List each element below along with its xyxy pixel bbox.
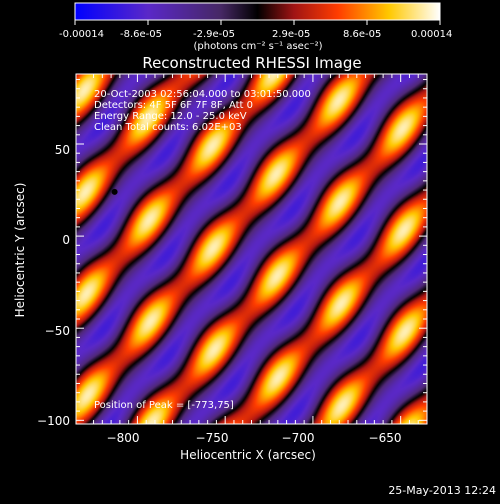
x-tick-label: −750 (196, 431, 229, 445)
colorbar-tick-label: 2.9e-05 (272, 29, 310, 40)
colorbar (74, 2, 441, 21)
y-tick-label: 50 (55, 143, 70, 157)
y-axis-label: Heliocentric Y (arcsec) (13, 183, 27, 318)
colorbar-units: (photons cm⁻² s⁻¹ asec⁻²) (193, 41, 322, 52)
annotation-detectors: Detectors: 4F 5F 6F 7F 8F, Att 0 (94, 100, 253, 111)
y-tick-label: 0 (62, 233, 70, 247)
axis-ticks (76, 74, 427, 424)
annotation-clean-counts: Clean Total counts: 6.02E+03 (94, 122, 242, 133)
colorbar-tick-label: -8.6e-05 (120, 29, 162, 40)
colorbar-ticks (74, 20, 441, 25)
annotation-energy-range: Energy Range: 12.0 - 25.0 keV (94, 111, 247, 122)
x-axis-label: Heliocentric X (arcsec) (180, 448, 316, 462)
peak-position-label: Position of Peak = [-773,75] (94, 400, 234, 411)
colorbar-tick-label: 8.6e-05 (343, 29, 381, 40)
colorbar-tick-label: 0.00014 (411, 29, 452, 40)
chart-title: Reconstructed RHESSI Image (142, 54, 361, 72)
footer-timestamp: 25-May-2013 12:24 (388, 484, 496, 497)
annotation-time-range: 20-Oct-2003 02:56:04.000 to 03:01:50.000 (94, 89, 311, 100)
y-tick-label: −100 (37, 414, 70, 428)
y-tick-label: −50 (45, 324, 70, 338)
colorbar-tick-label: -0.00014 (59, 29, 104, 40)
x-tick-label: −800 (107, 431, 140, 445)
peak-marker (111, 188, 118, 195)
x-tick-label: −700 (282, 431, 315, 445)
x-tick-label: −650 (369, 431, 402, 445)
heatmap-image (76, 74, 427, 424)
colorbar-tick-label: -2.9e-05 (193, 29, 235, 40)
